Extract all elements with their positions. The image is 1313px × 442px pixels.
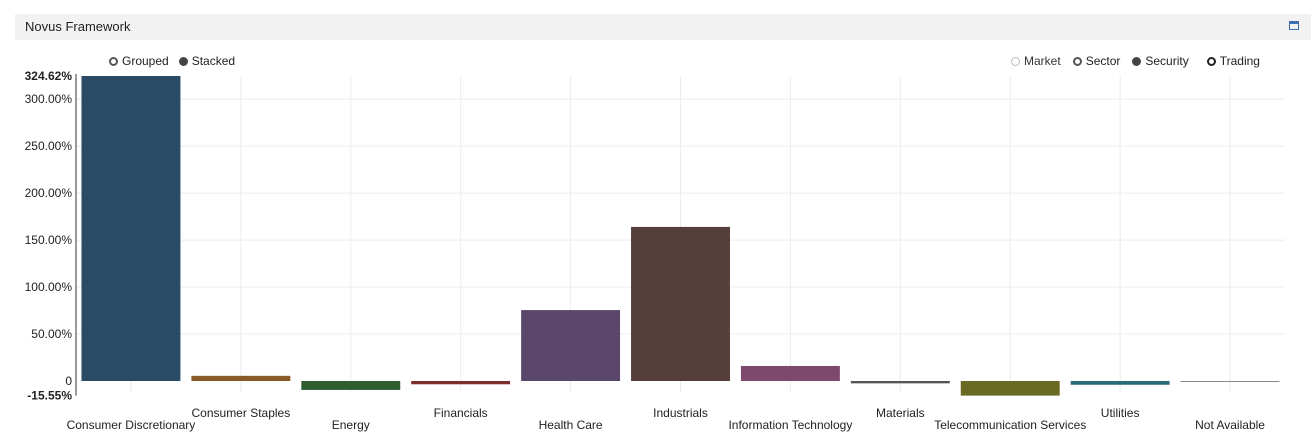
radio-dot-icon [1072,56,1082,66]
window-titlebar: Novus Framework [15,14,1311,40]
bar-energy [301,381,401,390]
maximize-icon[interactable] [1289,21,1299,30]
y-tick-label: 100.00% [25,280,73,294]
y-tick-label: 50.00% [31,327,72,341]
y-tick-label: 0 [65,374,72,388]
x-category-label: Energy [332,418,370,432]
bar-consumer-staples [191,375,291,381]
x-category-label: Consumer Staples [192,406,291,420]
level-radio-group: Market Sector Security Trading [1011,54,1272,68]
y-tick-label: 300.00% [25,92,73,106]
radio-label: Trading [1219,54,1260,68]
bar-industrials [631,226,730,381]
x-category-label: Financials [434,406,488,420]
bar-materials [850,381,950,384]
x-category-label: Health Care [539,418,603,432]
layout-radio-grouped[interactable]: Grouped [109,54,169,68]
radio-dot-icon [178,56,188,66]
y-tick-label: 250.00% [25,139,73,153]
bar-consumer-discretionary [81,76,181,381]
bar-financials [411,381,511,385]
bar-telecommunication-services [960,381,1060,396]
radio-label: Sector [1085,54,1121,68]
window-title: Novus Framework [25,19,131,34]
bar-information-technology [740,365,840,381]
radio-label: Market [1024,54,1061,68]
x-category-label: Consumer Discretionary [67,418,196,432]
y-tick-label: -15.55% [27,389,72,403]
level-radio-market[interactable]: Market [1011,54,1061,68]
radio-label: Security [1145,54,1189,68]
bar-utilities [1070,381,1170,385]
radio-dot-icon [109,56,118,66]
x-category-label: Utilities [1101,406,1140,420]
radio-label: Grouped [122,54,169,68]
x-category-label: Information Technology [728,418,852,432]
level-radio-sector[interactable]: Sector [1072,54,1121,68]
bar-not-available [1180,381,1280,382]
x-category-label: Not Available [1195,418,1265,432]
radio-dot-icon [1011,56,1020,66]
level-radio-trading[interactable]: Trading [1206,54,1260,68]
x-category-label: Industrials [653,406,708,420]
y-tick-label: 324.62% [25,69,73,83]
x-category-label: Telecommunication Services [934,418,1086,432]
radio-dot-icon [1206,56,1216,66]
radio-label: Stacked [191,54,236,68]
bar-health-care [521,310,621,381]
radio-dot-icon [1132,56,1142,66]
layout-radio-stacked[interactable]: Stacked [178,54,236,68]
y-tick-label: 150.00% [25,233,73,247]
level-radio-security[interactable]: Security [1132,54,1189,68]
layout-radio-group: Grouped Stacked [109,54,245,68]
y-tick-label: 200.00% [25,186,73,200]
x-category-label: Materials [876,406,925,420]
